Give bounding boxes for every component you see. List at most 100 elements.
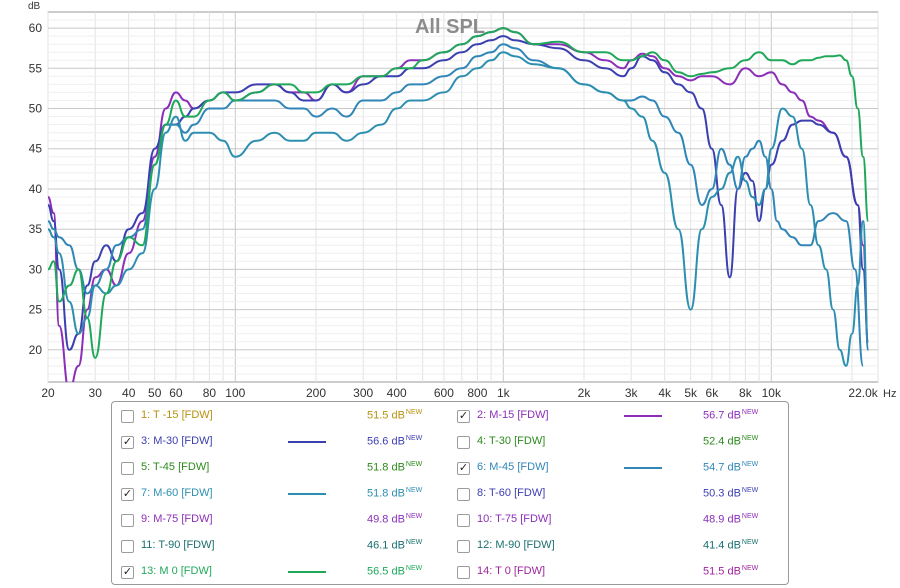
legend-value: 51.5 dBNEW — [703, 565, 758, 578]
legend-checkbox[interactable]: ✓ — [457, 462, 470, 475]
legend-new-badge: NEW — [405, 461, 423, 468]
x-tick-label: 6k — [706, 386, 720, 400]
legend-item[interactable]: 12: M-90 [FDW] 41.4 dBNEW — [457, 539, 777, 557]
y-tick-label: 40 — [29, 182, 43, 196]
chart-title: All SPL — [415, 16, 485, 38]
legend-value: 51.8 dBNEW — [367, 487, 422, 500]
x-tick-label: 20 — [41, 386, 55, 400]
y-axis-ticks: 20 25 30 35 40 45 50 55 60 — [29, 21, 43, 357]
x-tick-label: 40 — [122, 386, 136, 400]
x-tick-label: 3k — [625, 386, 639, 400]
legend-value: 49.8 dBNEW — [367, 513, 422, 526]
series-line-5 — [48, 27, 870, 359]
legend-new-badge: NEW — [741, 461, 759, 468]
x-tick-label: 2k — [578, 386, 592, 400]
legend-value-text: 51.5 dB — [703, 565, 741, 578]
legend-new-badge: NEW — [405, 409, 423, 416]
legend-value-text: 41.4 dB — [703, 539, 741, 552]
legend-item[interactable]: ✓ 7: M-60 [FDW] 51.8 dBNEW — [121, 487, 441, 505]
x-tick-label: 5k — [684, 386, 698, 400]
legend-value: 52.4 dBNEW — [703, 435, 758, 448]
legend-value-text: 51.5 dB — [367, 409, 405, 422]
legend-item[interactable]: 8: T-60 [FDW] 50.3 dBNEW — [457, 487, 777, 505]
legend-checkbox[interactable]: ✓ — [121, 566, 134, 579]
legend-label: 13: M 0 [FDW] — [141, 565, 212, 577]
legend-label: 14: T 0 [FDW] — [477, 565, 546, 577]
legend-value-text: 51.8 dB — [367, 461, 405, 474]
legend-item[interactable]: 11: T-90 [FDW] 46.1 dBNEW — [121, 539, 441, 557]
x-tick-label: 300 — [353, 386, 373, 400]
legend-value: 56.6 dBNEW — [367, 435, 422, 448]
legend-value-text: 54.7 dB — [703, 461, 741, 474]
legend-new-badge: NEW — [405, 487, 423, 494]
legend-checkbox[interactable] — [457, 436, 470, 449]
legend-label: 5: T-45 [FDW] — [141, 461, 210, 473]
series-line-4 — [48, 51, 870, 367]
legend-swatch — [288, 441, 326, 443]
legend-item[interactable]: 9: M-75 [FDW] 49.8 dBNEW — [121, 513, 441, 531]
legend-checkbox[interactable]: ✓ — [121, 488, 134, 501]
series-layer — [48, 27, 870, 382]
x-tick-label: 100 — [225, 386, 245, 400]
legend-checkbox[interactable] — [457, 514, 470, 527]
legend-checkbox[interactable] — [121, 540, 134, 553]
y-tick-label: 55 — [29, 61, 43, 75]
legend-value: 54.7 dBNEW — [703, 461, 758, 474]
legend-label: 6: M-45 [FDW] — [477, 461, 549, 473]
legend-label: 10: T-75 [FDW] — [477, 513, 552, 525]
legend-checkbox[interactable] — [121, 514, 134, 527]
legend-checkbox[interactable] — [121, 462, 134, 475]
legend-label: 8: T-60 [FDW] — [477, 487, 546, 499]
x-tick-label: 1k — [497, 386, 511, 400]
y-tick-label: 50 — [29, 102, 43, 116]
x-axis-unit: Hz — [883, 388, 896, 400]
legend-label: 12: M-90 [FDW] — [477, 539, 555, 551]
legend-value: 41.4 dBNEW — [703, 539, 758, 552]
legend-value-text: 46.1 dB — [367, 539, 405, 552]
legend-checkbox[interactable]: ✓ — [457, 410, 470, 423]
legend-new-badge: NEW — [405, 513, 423, 520]
legend-swatch — [288, 493, 326, 495]
legend-value: 56.7 dBNEW — [703, 409, 758, 422]
legend-item[interactable]: ✓ 6: M-45 [FDW] 54.7 dBNEW — [457, 461, 777, 479]
y-tick-label: 45 — [29, 142, 43, 156]
legend-label: 4: T-30 [FDW] — [477, 435, 546, 447]
x-tick-label: 30 — [89, 386, 103, 400]
legend-checkbox[interactable] — [457, 488, 470, 501]
legend-checkbox[interactable] — [121, 410, 134, 423]
legend-new-badge: NEW — [741, 539, 759, 546]
x-tick-label: 22.0k — [848, 386, 878, 400]
legend-value-text: 56.5 dB — [367, 565, 405, 578]
x-tick-label: 800 — [467, 386, 487, 400]
spl-chart: 20 25 30 35 40 45 50 55 60 20 30 40 50 60 80 100 200 300… — [28, 1, 896, 400]
legend-item[interactable]: 1: T -15 [FDW] 51.5 dBNEW — [121, 409, 441, 427]
x-axis-ticks: 20 30 40 50 60 80 100 200 300 400 600 800 1k 2k 3k 4k 5k… — [41, 386, 878, 400]
legend-new-badge: NEW — [741, 435, 759, 442]
legend-checkbox[interactable]: ✓ — [121, 436, 134, 449]
legend-item[interactable]: ✓ 2: M-15 [FDW] 56.7 dBNEW — [457, 409, 777, 427]
legend-item[interactable]: ✓ 3: M-30 [FDW] 56.6 dBNEW — [121, 435, 441, 453]
legend-item[interactable]: 4: T-30 [FDW] 52.4 dBNEW — [457, 435, 777, 453]
y-tick-label: 60 — [29, 21, 43, 35]
legend-value: 50.3 dBNEW — [703, 487, 758, 500]
legend-item[interactable]: 14: T 0 [FDW] 51.5 dBNEW — [457, 565, 777, 583]
legend-value-text: 52.4 dB — [703, 435, 741, 448]
legend-item[interactable]: 5: T-45 [FDW] 51.8 dBNEW — [121, 461, 441, 479]
legend-new-badge: NEW — [741, 565, 759, 572]
legend-label: 1: T -15 [FDW] — [141, 409, 213, 421]
legend-checkbox[interactable] — [457, 540, 470, 553]
legend-new-badge: NEW — [741, 513, 759, 520]
legend-new-badge: NEW — [741, 409, 759, 416]
legend-value: 46.1 dBNEW — [367, 539, 422, 552]
x-tick-label: 200 — [306, 386, 326, 400]
legend-new-badge: NEW — [405, 565, 423, 572]
legend-item[interactable]: ✓ 13: M 0 [FDW] 56.5 dBNEW — [121, 565, 441, 583]
legend-value: 51.5 dBNEW — [367, 409, 422, 422]
legend-item[interactable]: 10: T-75 [FDW] 48.9 dBNEW — [457, 513, 777, 531]
x-tick-label: 400 — [387, 386, 407, 400]
legend-new-badge: NEW — [405, 539, 423, 546]
legend-checkbox[interactable] — [457, 566, 470, 579]
legend-new-badge: NEW — [405, 435, 423, 442]
legend-panel: 1: T -15 [FDW] 51.5 dBNEW ✓ 2: M-15 [FDW] 56… — [111, 401, 789, 585]
legend-swatch — [288, 571, 326, 573]
